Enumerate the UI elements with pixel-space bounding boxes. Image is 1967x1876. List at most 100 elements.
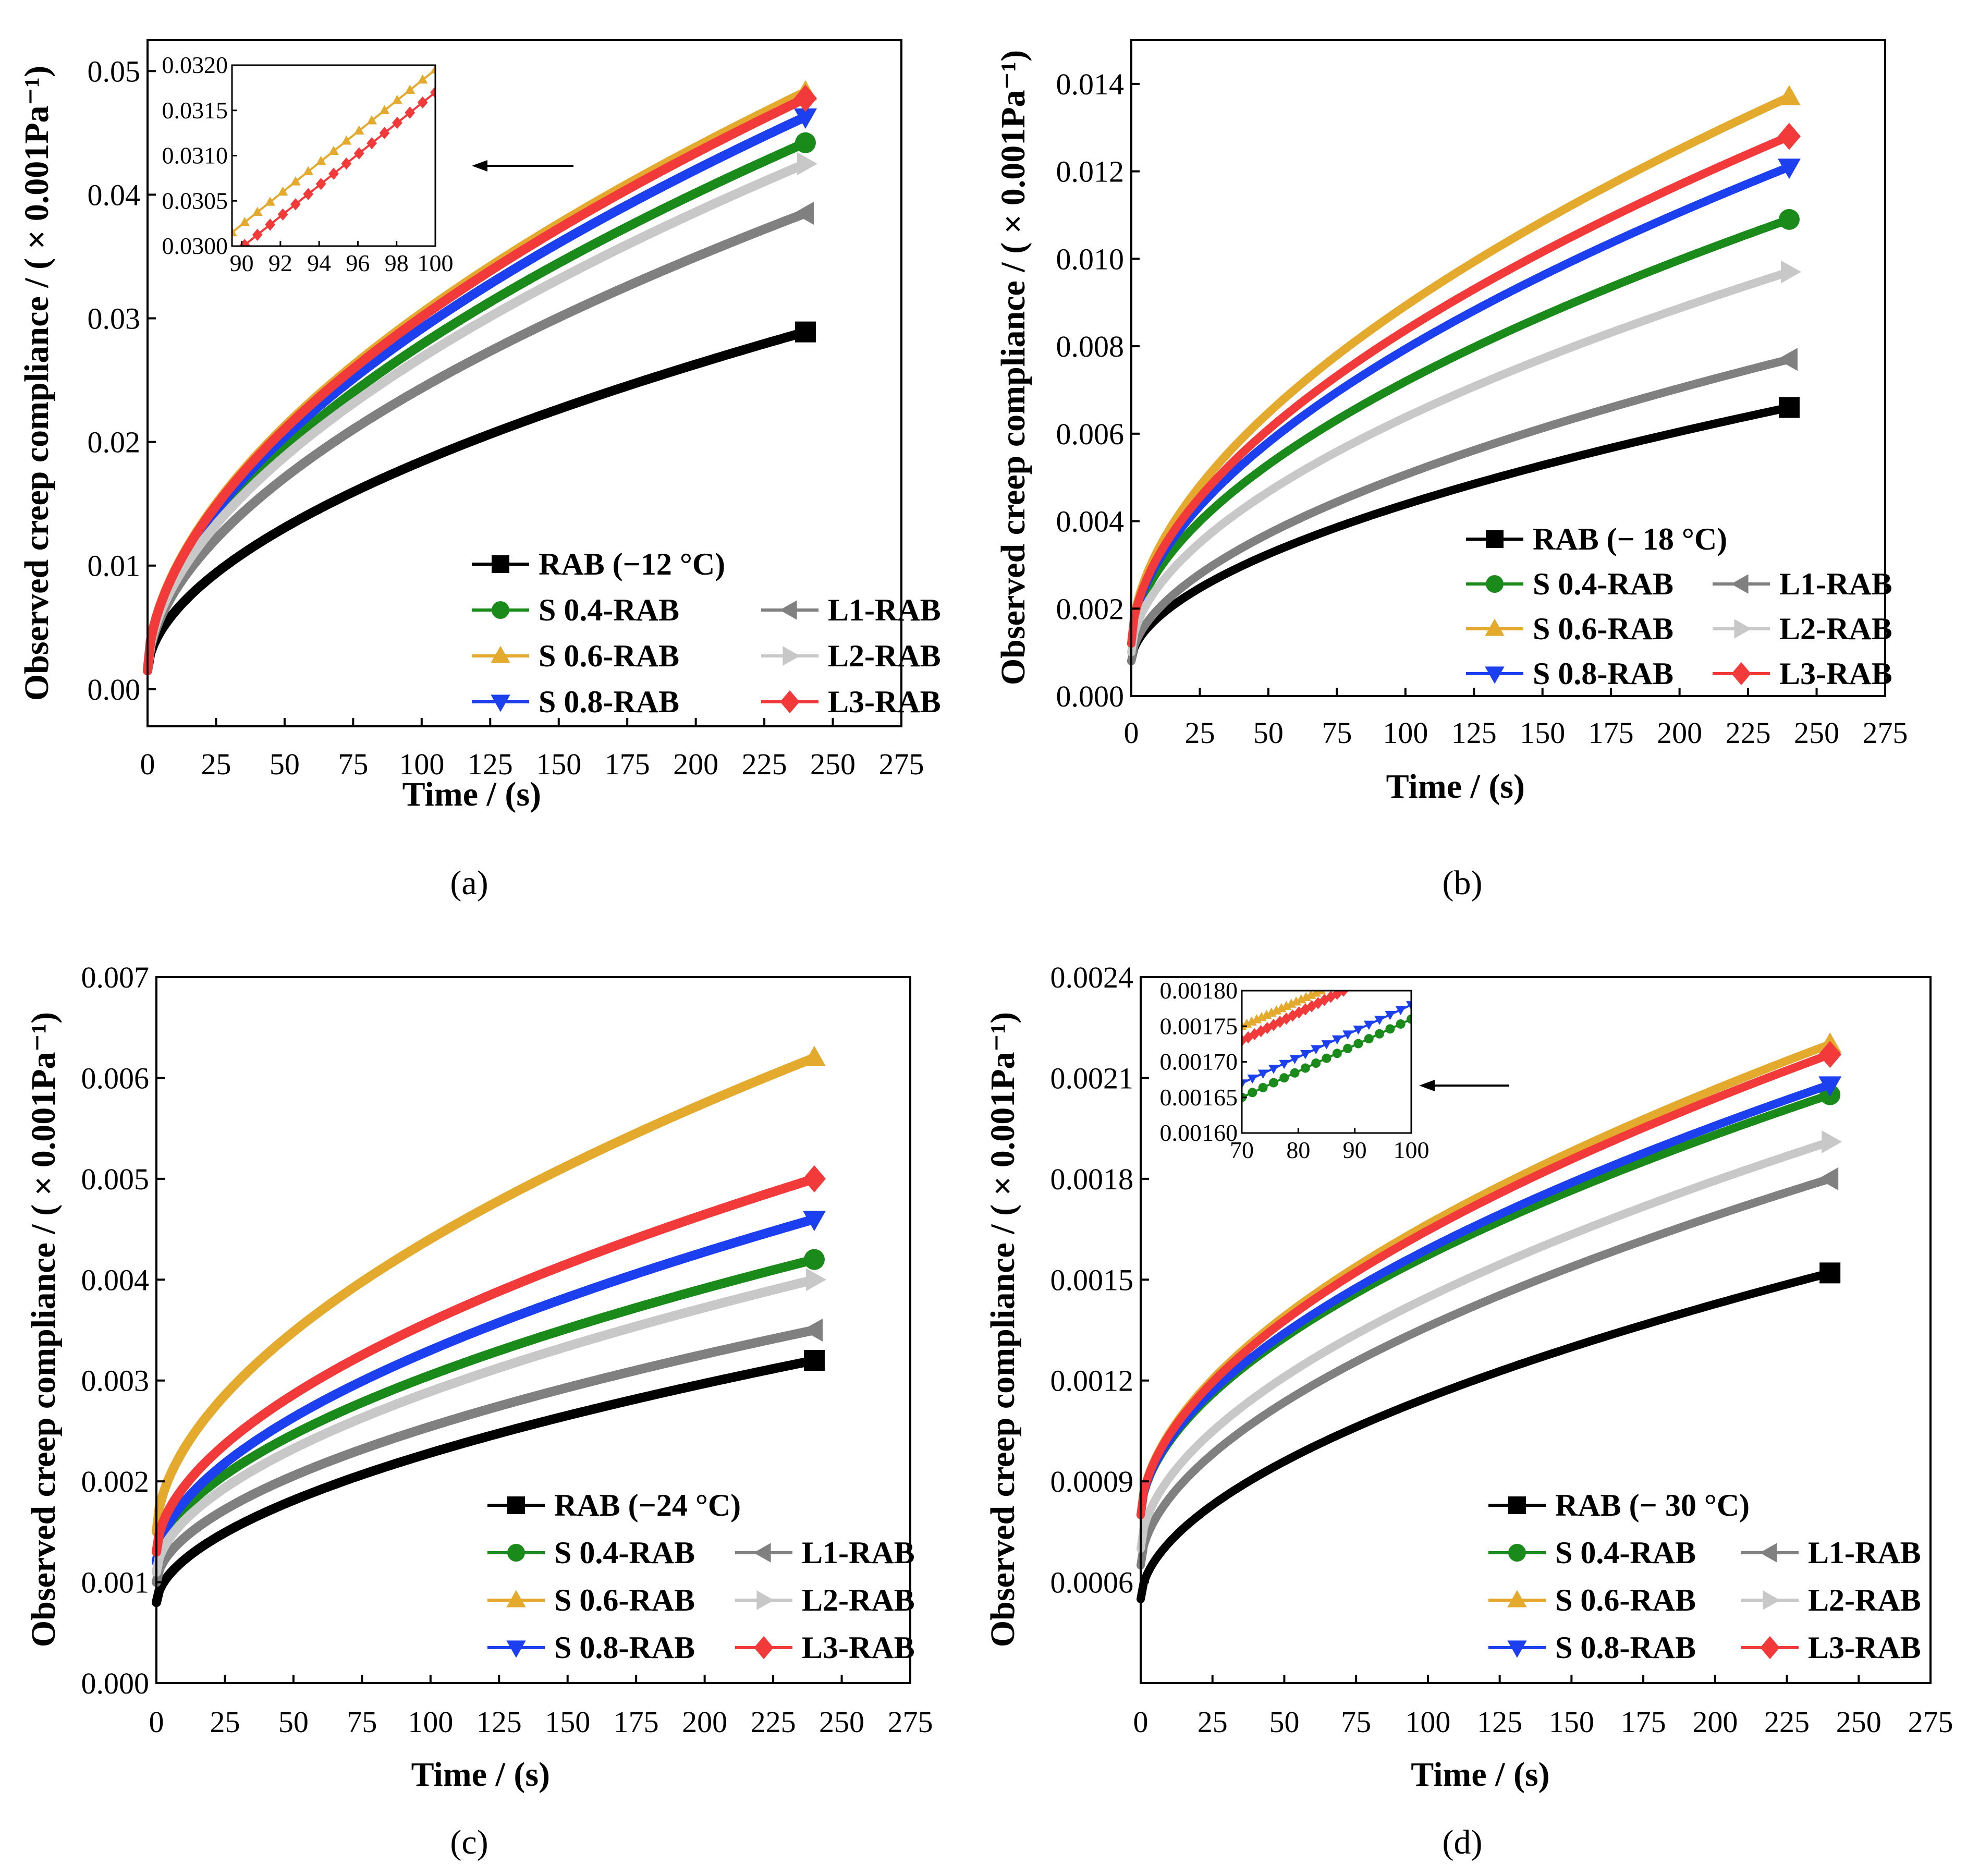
y-axis-title: Observed creep compliance / ( × 0.001Pa⁻… [984,1012,1022,1647]
y-tick-label: 0.0006 [1050,1566,1134,1600]
legend-label-s-0-6-rab: S 0.6-RAB [1555,1583,1696,1617]
x-tick-label: 25 [210,1705,240,1739]
series-end-marker-s-0-8-rab [793,108,817,129]
inset-marker-s-0-6-rab [430,65,435,74]
x-tick-label: 25 [1198,1705,1228,1739]
x-tick-label: 225 [1764,1705,1810,1739]
inset-chart: 70 80 90 100 0.00160 0.00165 0.00170 0.00175 0.0… [1160,977,1430,1163]
x-tick-label: 100 [1405,1705,1450,1739]
series-end-marker-s-0-6-rab [1777,85,1801,106]
y-tick-label: 0.002 [81,1465,150,1499]
legend-label-s-0-4-rab: S 0.4-RAB [554,1536,695,1570]
y-tick-label: 0.002 [1056,592,1125,626]
series-end-marker-s-0-4-rab [795,132,816,153]
legend-label-rab: RAB (− 30 °C) [1555,1488,1750,1522]
y-tick-label: 0.008 [1056,330,1125,363]
inset-marker-s-0-4-rab [1375,1029,1385,1039]
series-group [1137,1032,1842,1603]
inset-marker-s-0-8-rab [1289,1055,1300,1064]
y-tick-label: 0.03 [88,302,141,336]
x-tick-label: 0 [1124,716,1139,750]
x-tick-label: 150 [545,1705,590,1739]
legend-label-s-0-8-rab: S 0.8-RAB [539,685,679,719]
inset-marker-s-0-8-rab [1353,1026,1364,1035]
legend-label-rab: RAB (− 18 °C) [1533,522,1727,556]
inset-marker-s-0-4-rab [1396,1019,1406,1029]
inset-marker-l3-rab [392,116,402,129]
inset-marker-s-0-6-rab [392,94,402,104]
inset-marker-l3-rab [1255,1025,1266,1038]
y-tick-label: 0.00 [88,673,141,706]
plot-frame [1140,976,1932,1684]
y-tick-label: 0.014 [1056,67,1125,101]
inset-y-tick-label: 0.00160 [1160,1119,1238,1146]
legend-label-s-0-6-rab: S 0.6-RAB [554,1583,695,1617]
panel-d: 0 25 50 75 100 125 150 175 200 225 250 275 0.0006 0.0… [984,960,1953,1861]
series-end-marker-l2-rab [805,1268,826,1292]
legend-label-rab: RAB (−24 °C) [554,1488,741,1522]
legend-marker-s-0-8-rab [1507,1640,1527,1658]
x-tick-label: 250 [1836,1705,1882,1739]
inset-marker-s-0-4-rab [1343,1043,1353,1053]
x-tick-label: 75 [338,747,368,781]
inset-marker-l3-rab [430,86,435,99]
series-end-marker-s-0-8-rab [802,1211,826,1232]
y-tick-label: 0.05 [88,54,141,88]
y-tick-label: 0.004 [81,1263,150,1297]
series-end-marker-l3-rab [1777,123,1801,150]
legend-label-l1-rab: L1-RAB [1808,1536,1921,1570]
x-axis-title: Time / (s) [1386,768,1525,806]
series-line-rab [1137,1269,1835,1603]
inset-x-tick-label: 100 [1394,1137,1430,1163]
series-line-l3-rab [152,1174,819,1557]
inset-marker-s-0-8-rab [1247,1074,1258,1084]
legend-marker-l2-rab [1763,1590,1780,1610]
legend-label-s-0-8-rab: S 0.8-RAB [554,1630,695,1665]
panel-a: 0 25 50 75 100 125 150 175 200 225 250 275 0.00 0.01 0… [18,39,941,902]
inset-marker-s-0-6-rab [1305,991,1316,999]
legend-label-s-0-4-rab: S 0.4-RAB [1533,567,1673,601]
series-line-s-0-4-rab [152,1254,819,1567]
legend-marker-rab [1486,530,1504,548]
x-tick-label: 225 [742,747,787,781]
series-group [143,80,817,676]
inset-y-tick-label: 0.00165 [1160,1084,1238,1111]
inset-y-tick-label: 0.0315 [162,97,228,124]
legend-marker-l1-rab [753,1543,771,1563]
legend-marker-l1-rab [1760,1543,1777,1563]
inset-y-tick-label: 0.00170 [1160,1049,1238,1075]
legend-marker-s-0-6-rab [1485,618,1505,636]
series-group [152,1045,826,1607]
legend-marker-s-0-8-rab [491,695,510,712]
inset-marker-s-0-6-rab [417,74,428,84]
series-line-s-0-4-rab [143,138,810,676]
y-tick-label: 0.006 [81,1061,150,1095]
inset-marker-s-0-8-rab [1321,1040,1332,1050]
legend-label-l3-rab: L3-RAB [1808,1630,1921,1665]
inset-series-group [1242,991,1411,1102]
inset-marker-s-0-6-rab [341,135,352,145]
x-tick-label: 250 [1794,716,1839,750]
y-tick-label: 0.0021 [1050,1061,1134,1095]
series-line-l1-rab [143,209,810,676]
legend-label-l1-rab: L1-RAB [802,1536,915,1570]
x-tick-label: 250 [819,1705,864,1739]
series-end-marker-l3-rab [802,1165,826,1192]
x-tick-label: 250 [810,747,856,781]
inset-marker-l3-rab [265,218,276,231]
inset-marker-l3-rab [277,208,288,221]
y-tick-label: 0.0018 [1050,1162,1134,1196]
series-line-l3-rab [143,93,810,676]
legend-marker-l1-rab [1731,574,1749,594]
legend-label-l2-rab: L2-RAB [1779,612,1892,646]
plot-frame [1130,39,1886,697]
series-end-marker-rab [795,321,816,343]
x-tick-label: 175 [614,1705,659,1739]
x-tick-label: 275 [888,1705,933,1739]
x-tick-label: 100 [1383,716,1428,750]
series-end-marker-l3-rab [793,84,817,112]
inset-marker-s-0-4-rab [1353,1039,1363,1049]
inset-marker-s-0-6-rab [405,84,416,94]
inset-background [232,65,435,246]
